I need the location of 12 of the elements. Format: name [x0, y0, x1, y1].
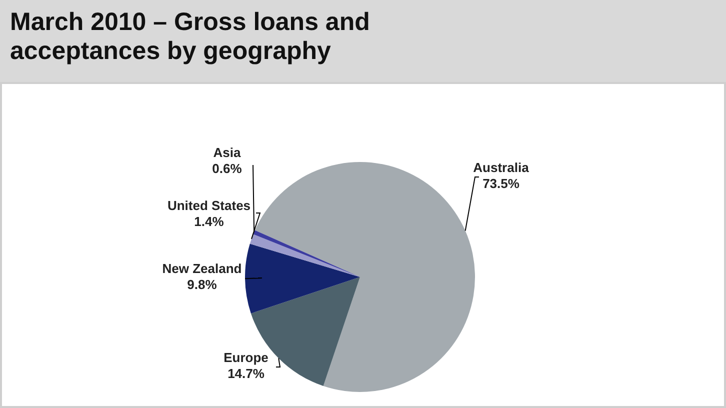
slice-label: United States: [167, 198, 251, 213]
slice-label: Asia: [213, 145, 242, 160]
chart-title: March 2010 – Gross loans and acceptances by geography: [10, 8, 371, 66]
data-label: 14.7%: [228, 366, 265, 381]
slice-label: New Zealand: [162, 261, 242, 276]
data-label: 9.8%: [187, 277, 218, 292]
slice-label: Australia: [473, 160, 530, 175]
pie-slice: [245, 244, 360, 314]
data-label: 1.4%: [194, 214, 224, 229]
slice-label: Europe: [224, 350, 268, 365]
data-label: 0.6%: [212, 161, 242, 176]
data-label: 73.5%: [482, 176, 520, 191]
